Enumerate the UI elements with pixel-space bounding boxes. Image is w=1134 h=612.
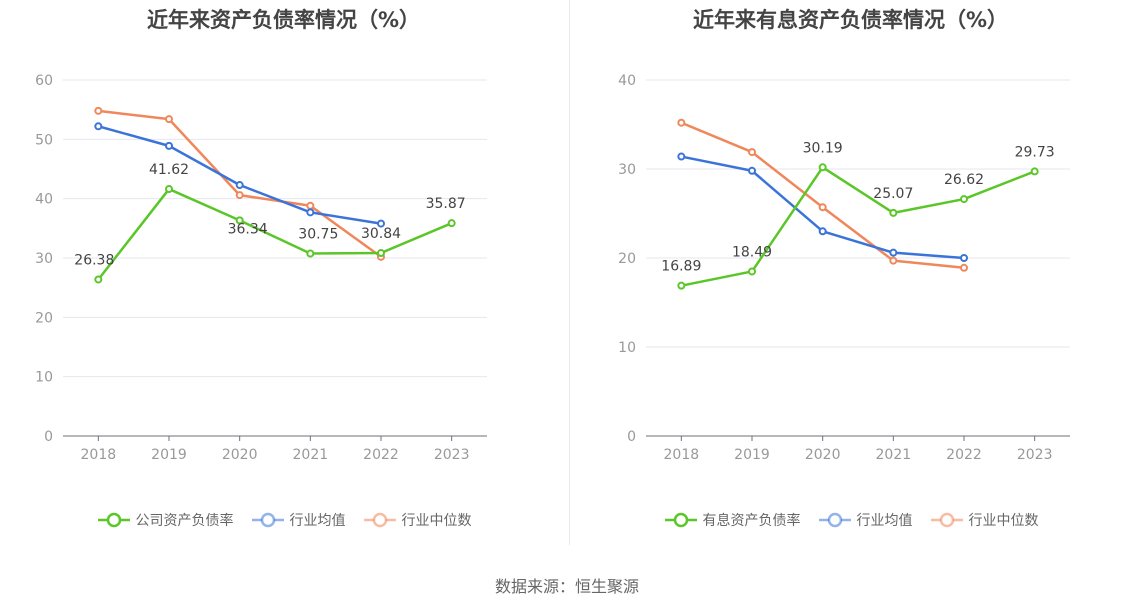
data-label: 26.62 [944,172,984,188]
y-tick-label: 50 [35,132,53,148]
data-label: 41.62 [149,162,189,178]
data-point[interactable] [960,254,968,262]
legend-line-circle-icon [664,512,697,528]
data-label: 26.38 [74,252,114,268]
y-tick-label: 30 [618,162,636,178]
legend-label: 行业中位数 [401,513,472,529]
legend-line-circle-icon [363,512,396,528]
legend-item-2[interactable]: 行业中位数 [362,510,472,530]
data-label: 30.75 [298,227,338,243]
legend-item-2[interactable]: 行业中位数 [929,510,1039,530]
x-tick-label: 2019 [734,447,770,463]
data-point[interactable] [377,219,385,228]
legend-line-circle-icon [930,512,963,528]
series-line-0 [97,187,453,281]
x-tick-label: 2022 [363,447,399,463]
x-tick-label: 2021 [293,447,329,463]
data-label: 35.87 [426,196,466,212]
panel-divider [569,0,570,545]
data-point[interactable] [748,148,756,157]
line-chart-interest-debt-ratio: 0 10 20 30 40 2018 2019 2020 2021 2022 2023 16.89 18… [618,73,1070,463]
x-tick-label: 2023 [1017,447,1053,463]
x-tick-label: 2018 [81,447,117,463]
data-label: 30.19 [803,140,843,156]
data-label: 36.34 [228,221,268,237]
data-point[interactable] [960,263,968,272]
y-tick-label: 0 [627,429,636,445]
chart-panel-debt-ratio: 近年来资产负债率情况（%） 0 10 20 30 40 50 60 2018 2019 2020 2… [0,0,567,545]
data-point[interactable] [677,152,686,161]
y-tick-label: 20 [618,251,636,267]
legend-label: 行业中位数 [968,513,1039,529]
data-point[interactable] [94,122,103,131]
data-point[interactable] [94,275,103,284]
x-tick-label: 2018 [664,447,700,463]
legend-line-circle-icon [97,512,130,528]
x-tick-label: 2020 [805,447,841,463]
data-label: 16.89 [661,259,701,275]
data-point[interactable] [960,195,968,204]
data-point[interactable] [377,249,385,258]
data-point[interactable] [306,249,315,258]
data-point[interactable] [306,208,315,217]
chart-legend: 有息资产负债率 行业均值 行业中位数 [567,510,1134,530]
data-point[interactable] [818,203,827,212]
data-point[interactable] [94,106,103,115]
y-tick-label: 10 [35,370,53,386]
data-point[interactable] [235,181,244,190]
data-point[interactable] [235,216,244,225]
data-point[interactable] [165,141,173,150]
y-tick-label: 10 [618,340,636,356]
x-tick-label: 2022 [946,447,982,463]
legend-label: 行业均值 [856,513,913,529]
line-chart-debt-ratio: 0 10 20 30 40 50 60 2018 2019 2020 2021 2022 2023 26.… [35,73,487,463]
y-tick-label: 40 [35,192,53,208]
series-line-0 [681,166,1036,287]
legend-item-1[interactable]: 行业均值 [817,510,913,530]
data-point[interactable] [235,191,244,200]
chart-title: 近年来有息资产负债率情况（%） [692,8,1009,32]
y-tick-label: 60 [35,73,53,89]
data-source-note: 数据来源：恒生聚源 [494,577,639,596]
y-tick-label: 0 [44,429,53,445]
chart-title: 近年来资产负债率情况（%） [146,8,421,32]
x-tick-label: 2021 [876,447,912,463]
x-tick-label: 2020 [222,447,258,463]
legend-line-circle-icon [251,512,284,528]
data-point[interactable] [748,267,756,276]
data-point[interactable] [306,201,315,210]
data-label: 18.49 [732,244,772,260]
legend-item-0[interactable]: 公司资产负债率 [96,510,234,530]
y-tick-label: 40 [618,73,636,89]
legend-label: 有息资产负债率 [702,513,801,529]
data-point[interactable] [447,219,456,228]
y-tick-label: 20 [35,310,53,326]
chart-panel-interest-debt-ratio: 近年来有息资产负债率情况（%） 0 10 20 30 40 2018 2019 2020 202… [567,0,1134,545]
data-point[interactable] [818,227,827,236]
x-tick-label: 2023 [434,447,470,463]
data-point[interactable] [165,115,173,124]
data-label: 30.84 [361,226,401,242]
data-point[interactable] [889,248,898,257]
data-point[interactable] [748,166,756,175]
legend-item-1[interactable]: 行业均值 [250,510,346,530]
x-tick-label: 2019 [151,447,187,463]
legend-label: 行业均值 [289,513,346,529]
data-point[interactable] [677,118,686,127]
data-point[interactable] [889,256,898,265]
data-point[interactable] [889,208,898,217]
legend-label: 公司资产负债率 [135,513,234,529]
data-point[interactable] [165,185,173,194]
data-label: 25.07 [873,186,913,202]
series-line-1 [97,125,382,225]
data-point[interactable] [818,163,827,172]
chart-legend: 公司资产负债率 行业均值 行业中位数 [0,510,567,530]
legend-item-0[interactable]: 有息资产负债率 [663,510,801,530]
data-label: 29.73 [1015,144,1055,160]
data-point[interactable] [677,281,686,290]
legend-line-circle-icon [818,512,851,528]
y-tick-label: 30 [35,251,53,267]
data-point[interactable] [1030,167,1039,176]
